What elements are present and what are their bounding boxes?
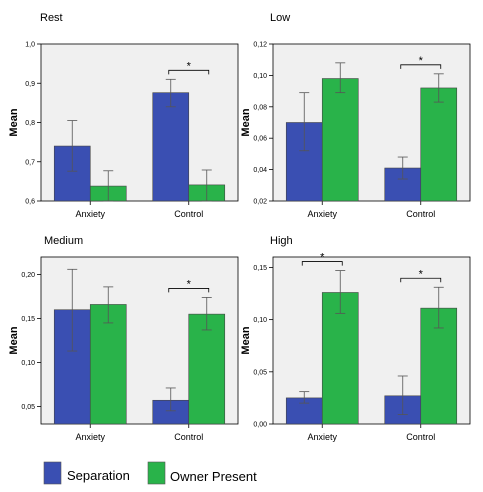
significance-star: * (320, 252, 325, 264)
legend-label-owner-present: Owner Present (170, 469, 257, 484)
panel-title: High (270, 235, 293, 247)
y-tick-label: 0,8 (25, 120, 35, 127)
y-axis-label: Mean (8, 108, 20, 136)
legend-label-separation: Separation (67, 468, 130, 483)
x-tick-label: Anxiety (307, 432, 337, 442)
y-tick-label: 0,6 (25, 199, 35, 206)
y-tick-label: 0,15 (21, 316, 35, 323)
legend-swatch-owner-present (147, 461, 166, 485)
bar-separation-control (152, 92, 190, 202)
x-tick-label: Anxiety (75, 432, 105, 442)
significance-star: * (187, 60, 192, 72)
y-tick-label: 0,12 (253, 42, 267, 49)
legend-swatch-separation (43, 461, 62, 485)
significance-bracket (400, 64, 442, 69)
significance-bracket (400, 277, 442, 283)
y-tick-label: 0,06 (253, 136, 267, 143)
significance-star: * (187, 278, 192, 290)
bar-owner-present-anxiety (321, 78, 359, 202)
panel-low: Low Mean 0,02 0,04 0,06 0,08 0,10 0,12 Anxiety Co… (240, 12, 471, 219)
legend: Separation Owner Present (43, 461, 257, 485)
panel-title: Medium (44, 235, 83, 247)
x-tick-label: Anxiety (75, 209, 105, 219)
y-tick-label: 0,00 (253, 422, 267, 429)
x-tick-label: Control (406, 209, 435, 219)
y-axis-label: Mean (240, 108, 252, 136)
y-tick-label: 0,9 (25, 81, 35, 88)
y-tick-label: 0,05 (21, 404, 35, 411)
y-tick-label: 0,05 (253, 369, 267, 376)
y-axis-label: Mean (240, 326, 252, 354)
bar-owner-present-anxiety (89, 304, 127, 425)
bar-owner-present-control (188, 313, 226, 425)
panel-rest: Rest Mean 0,6 0,7 0,8 0,9 1,0 Anxiety Control * (8, 12, 239, 219)
y-tick-label: 0,08 (253, 104, 267, 111)
x-tick-label: Control (174, 209, 203, 219)
panel-title: Low (270, 12, 290, 24)
significance-bracket (168, 69, 210, 75)
y-tick-label: 0,10 (21, 360, 35, 367)
bar-owner-present-anxiety (321, 292, 359, 425)
y-tick-label: 0,15 (253, 265, 267, 272)
significance-star: * (419, 55, 424, 67)
x-tick-label: Anxiety (307, 209, 337, 219)
significance-star: * (419, 268, 424, 280)
y-tick-label: 0,02 (253, 199, 267, 206)
y-tick-label: 0,10 (253, 317, 267, 324)
bar-owner-present-control (420, 87, 458, 202)
x-tick-label: Control (406, 432, 435, 442)
significance-bracket (301, 261, 343, 266)
panel-high: High Mean 0,00 0,05 0,10 0,15 Anxiety Control * * (240, 235, 471, 442)
y-tick-label: 0,10 (253, 73, 267, 80)
panel-medium: Medium Mean 0,05 0,10 0,15 0,20 Anxiety Control… (8, 235, 239, 442)
y-tick-label: 0,20 (21, 272, 35, 279)
significance-bracket (168, 288, 210, 293)
y-axis-label: Mean (8, 326, 20, 354)
y-tick-label: 0,04 (253, 167, 267, 174)
x-tick-label: Control (174, 432, 203, 442)
y-tick-label: 0,7 (25, 159, 35, 166)
panel-title: Rest (40, 12, 63, 24)
y-tick-label: 1,0 (25, 42, 35, 49)
